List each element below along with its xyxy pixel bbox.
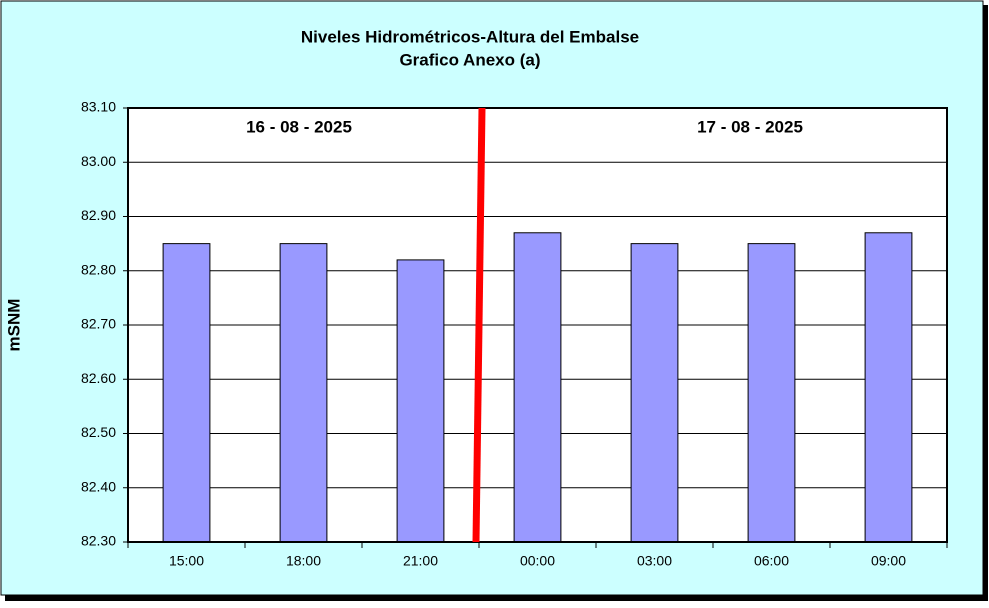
bar: [162, 243, 211, 543]
bar: [864, 232, 913, 543]
y-tick-label: 82.60: [81, 370, 116, 386]
x-tick-label: 09:00: [871, 553, 906, 569]
y-tick-label: 82.90: [81, 207, 116, 223]
bar: [279, 243, 328, 543]
y-tick-label: 83.00: [81, 153, 116, 169]
plot-border: [127, 107, 948, 543]
x-tick-label: 03:00: [637, 553, 672, 569]
bar: [630, 243, 679, 543]
x-tick-label: 00:00: [520, 553, 555, 569]
annotation: 17 - 08 - 2025: [697, 117, 803, 136]
x-tick-label: 21:00: [403, 553, 438, 569]
y-tick-label: 82.40: [81, 478, 116, 494]
chart-subtitle: Grafico Anexo (a): [399, 50, 540, 69]
x-tick-label: 15:00: [169, 553, 204, 569]
y-axis-label: mSNM: [4, 299, 23, 352]
annotation: 16 - 08 - 2025: [246, 117, 352, 136]
y-tick-label: 82.70: [81, 316, 116, 332]
x-tick-label: 06:00: [754, 553, 789, 569]
bar: [396, 259, 445, 543]
day-separator: [472, 107, 486, 543]
chart-title: Niveles Hidrométricos-Altura del Embalse: [301, 27, 639, 46]
y-tick-label: 82.30: [81, 533, 116, 549]
bar: [747, 243, 796, 543]
x-tick-label: 18:00: [286, 553, 321, 569]
y-tick-label: 82.80: [81, 261, 116, 277]
y-tick-label: 82.50: [81, 424, 116, 440]
y-tick-label: 83.10: [81, 99, 116, 115]
bar: [513, 232, 562, 543]
